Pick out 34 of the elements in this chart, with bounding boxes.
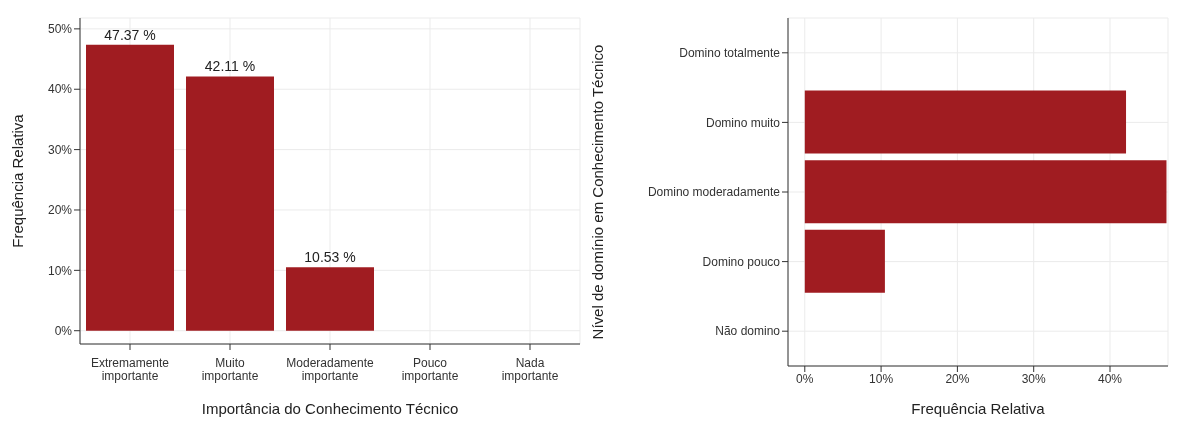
y-tick-label: Domino totalmente: [679, 46, 781, 61]
y-tick-label: 30%: [47, 142, 73, 157]
y-tick-label: Domino pouco: [702, 254, 781, 269]
y-tick-label: Não domino: [715, 324, 781, 339]
y-tick-label: Domino muito: [705, 115, 781, 130]
bar: [86, 44, 174, 331]
y-axis-title: Nível de domínio em Conhecimento Técnico: [589, 44, 607, 340]
bar: [186, 76, 274, 331]
y-axis-title: Frequência Relativa: [9, 113, 27, 248]
y-tick-label: 0%: [54, 323, 73, 338]
x-tick-label: 10%: [869, 371, 894, 386]
y-tick-label: 10%: [47, 263, 73, 278]
x-tick-label: 0%: [796, 371, 814, 386]
x-tick-label: Extremamente importante: [90, 355, 170, 383]
x-tick-label: Pouco importante: [401, 355, 459, 383]
bar: [804, 229, 885, 293]
x-tick-label: 40%: [1097, 371, 1123, 386]
bar: [286, 267, 374, 331]
x-tick-label: 30%: [1021, 371, 1047, 386]
bar: [804, 160, 1167, 224]
y-tick-label: 40%: [47, 82, 73, 97]
x-tick-label: 20%: [945, 371, 970, 386]
bar: [804, 90, 1127, 154]
x-tick-label: Nada importante: [501, 355, 559, 383]
data-label: 42.11 %: [204, 58, 256, 75]
data-label: 10.53 %: [304, 249, 356, 266]
x-axis-title: Importância do Conhecimento Técnico: [201, 400, 459, 417]
data-label: 47.37 %: [104, 26, 156, 43]
y-tick-label: 20%: [47, 203, 73, 218]
x-axis-title: Frequência Relativa: [911, 400, 1046, 417]
y-tick-label: Domino moderadamente: [647, 185, 781, 200]
x-tick-label: Moderadamente importante: [286, 355, 375, 383]
y-tick-label: 50%: [47, 22, 73, 37]
x-tick-label: Muito importante: [201, 355, 259, 383]
